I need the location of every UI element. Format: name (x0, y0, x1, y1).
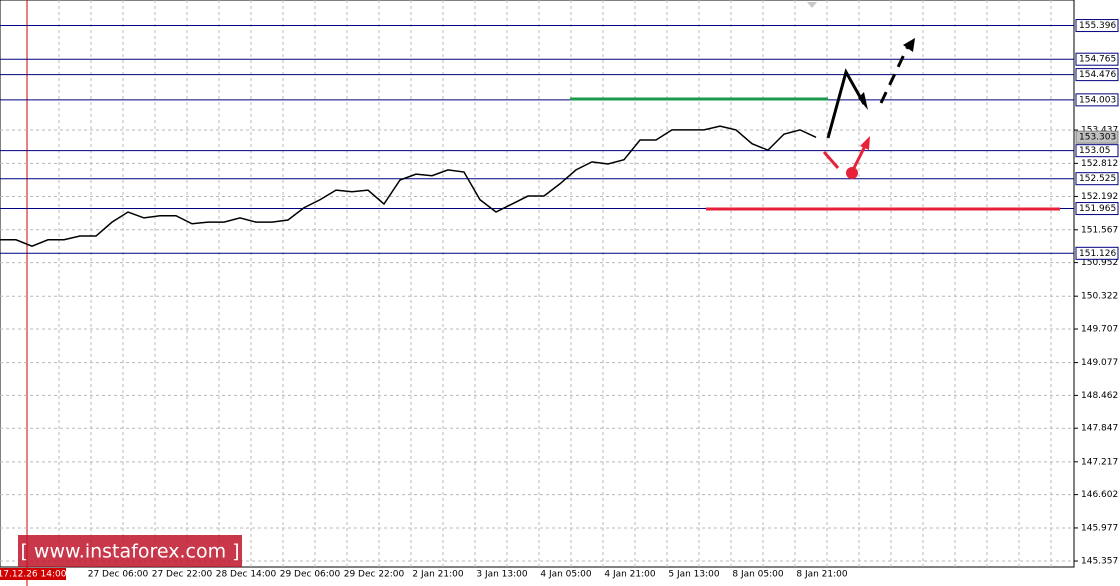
x-tick-label: 27 Dec 22:00 (152, 570, 213, 580)
scroll-marker (807, 2, 817, 8)
arrow-head (860, 136, 870, 150)
level-label-box (1075, 202, 1119, 216)
level-label: 154.476 (1079, 70, 1116, 80)
watermark-box (18, 535, 242, 567)
x-label-highlight (0, 568, 66, 580)
series (0, 125, 817, 247)
y-tick-label: 151.567 (1081, 225, 1118, 235)
x-tick-label: 8 Jan 05:00 (732, 570, 784, 580)
alt-path (852, 143, 868, 169)
x-tick-label: 8 Jan 21:00 (796, 570, 848, 580)
forecast-arrows (822, 38, 915, 179)
x-tick-label: 4 Jan 05:00 (540, 570, 592, 580)
y-tick-label: 145.977 (1081, 523, 1118, 533)
x-axis-labels: 17.12.26 14:00 27 Dec 06:00 27 Dec 22:00 28… (0, 568, 848, 580)
forecast-dashed (879, 43, 911, 104)
plot-area (0, 0, 1075, 568)
level-label-box (1075, 19, 1119, 33)
x-tick-label: 2 Jan 21:00 (412, 570, 464, 580)
y-tick-label: 150.952 (1081, 258, 1118, 268)
current-price-box (1075, 130, 1119, 144)
x-tick-label: 27 Dec 06:00 (88, 570, 149, 580)
y-tick-label: 152.192 (1081, 192, 1118, 202)
level-label-box (1075, 52, 1119, 66)
y-tick-label: 145.357 (1081, 557, 1118, 567)
y-axis-labels: 153.437 152.812 152.192 151.567 150.952 150.3… (1074, 19, 1119, 567)
level-label-box (1075, 68, 1119, 82)
level-label: 151.126 (1079, 249, 1116, 259)
current-price-label: 153.303 (1079, 133, 1116, 143)
watermark: [ www.instaforex.com ] (20, 541, 239, 563)
x-tick-label: 5 Jan 13:00 (668, 570, 720, 580)
y-tick-label: 150.322 (1081, 292, 1118, 302)
level-label-box (1075, 93, 1119, 107)
forecast-path (826, 68, 866, 139)
level-label: 153.05 (1079, 146, 1111, 156)
level-label-box (1075, 172, 1119, 186)
alt-point (846, 167, 858, 179)
level-label: 155.396 (1079, 21, 1116, 31)
alt-path (822, 151, 840, 169)
level-label: 152.525 (1079, 174, 1116, 184)
level-label: 151.965 (1079, 204, 1116, 214)
y-tick-label: 146.602 (1081, 490, 1118, 500)
x-tick-label: 4 Jan 21:00 (604, 570, 656, 580)
grid (0, 0, 1074, 567)
x-tick-label: 3 Jan 13:00 (476, 570, 528, 580)
x-tick-label: 17.12.26 14:00 (0, 570, 67, 580)
y-tick-label: 149.707 (1081, 324, 1118, 334)
arrow-head (903, 38, 915, 52)
level-label: 154.765 (1079, 55, 1116, 65)
level-label-box (1075, 246, 1119, 260)
price-line (0, 125, 817, 247)
y-tick-label: 153.437 (1081, 126, 1118, 136)
y-tick-label: 152.812 (1081, 159, 1118, 169)
y-tick-label: 147.217 (1081, 457, 1118, 467)
x-tick-label: 29 Dec 22:00 (344, 570, 405, 580)
level-label-box (1075, 144, 1119, 158)
arrow-head (858, 92, 868, 110)
y-tick-label: 148.462 (1081, 391, 1118, 401)
level-label: 154.003 (1079, 95, 1116, 105)
x-tick-label: 29 Dec 06:00 (280, 570, 341, 580)
x-tick-label: 28 Dec 14:00 (216, 570, 277, 580)
y-tick-label: 149.077 (1081, 358, 1118, 368)
y-tick-label: 147.847 (1081, 424, 1118, 434)
